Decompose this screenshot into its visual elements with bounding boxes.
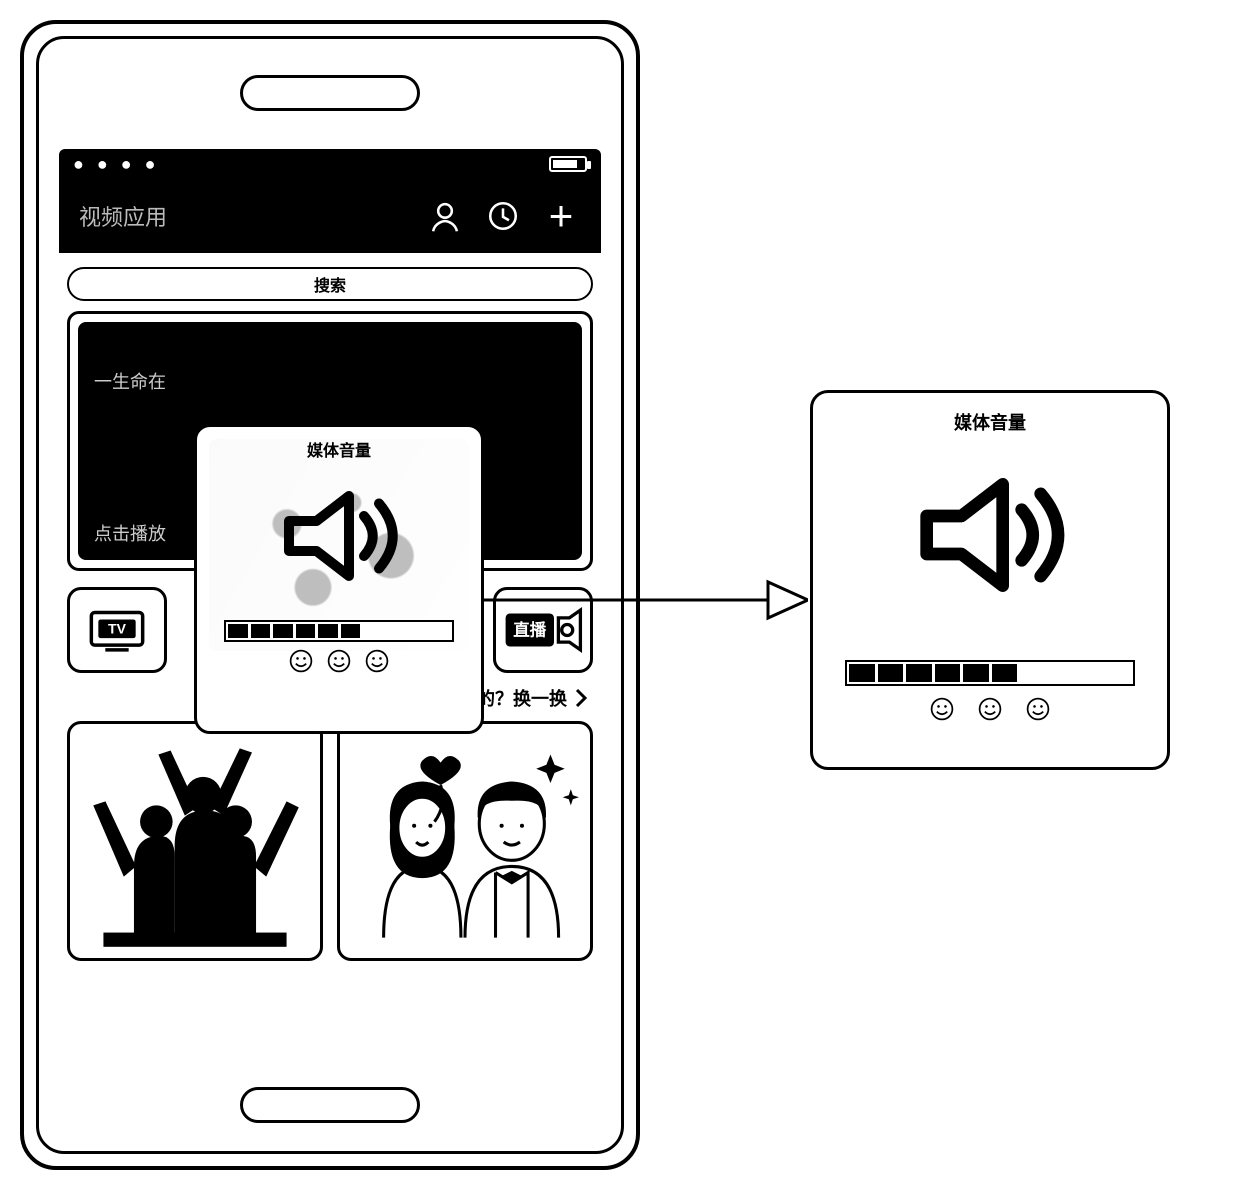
header-actions: + [425, 196, 581, 236]
volume-segment [1020, 664, 1046, 682]
volume-segment [849, 664, 875, 682]
speaker-icon [264, 471, 414, 606]
app-title: 视频应用 [79, 200, 167, 232]
smiley-icon [977, 696, 1003, 727]
phone-earpiece [240, 75, 420, 111]
smiley-icon [326, 648, 352, 679]
battery-icon [549, 156, 587, 172]
smiley-icon [1025, 696, 1051, 727]
clock-icon[interactable] [483, 196, 523, 236]
status-bar: ● ● ● ● [59, 149, 601, 179]
smiley-icon [929, 696, 955, 727]
smiley-icon [364, 648, 390, 679]
volume-segment [251, 624, 271, 638]
volume-segment [1106, 664, 1132, 682]
volume-segment [363, 624, 383, 638]
poster-couple[interactable] [337, 721, 593, 961]
volume-smileys [929, 696, 1051, 727]
featured-line1: 一生命在 [94, 368, 566, 394]
smiley-icon [288, 648, 314, 679]
volume-segment [963, 664, 989, 682]
volume-segment [296, 624, 316, 638]
volume-smileys [288, 648, 390, 679]
content-grid [67, 721, 593, 961]
signal-dots-icon: ● ● ● ● [73, 154, 160, 175]
title-bar: 视频应用 + [59, 179, 601, 253]
volume-segment [992, 664, 1018, 682]
volume-segment [878, 664, 904, 682]
volume-overlay-card: 媒体音量 [194, 424, 484, 734]
volume-segment [431, 624, 451, 638]
volume-segment [935, 664, 961, 682]
volume-segment [408, 624, 428, 638]
speaker-icon [895, 455, 1085, 620]
volume-title: 媒体音量 [307, 437, 371, 461]
volume-segment [1077, 664, 1103, 682]
volume-bar[interactable] [845, 660, 1135, 686]
poster-group[interactable] [67, 721, 323, 961]
callout-arrow [468, 570, 808, 630]
volume-detail-card: 媒体音量 [810, 390, 1170, 770]
chevron-right-icon [573, 686, 589, 710]
volume-title: 媒体音量 [954, 409, 1026, 435]
search-label: 搜索 [314, 272, 346, 296]
featured-line2: 点击播放 [94, 520, 166, 546]
volume-segment [1049, 664, 1075, 682]
volume-segment [341, 624, 361, 638]
volume-segment [273, 624, 293, 638]
volume-segment [228, 624, 248, 638]
phone-home-button[interactable] [240, 1087, 420, 1123]
user-icon[interactable] [425, 196, 465, 236]
volume-bar[interactable] [224, 620, 454, 642]
svg-text:TV: TV [108, 621, 127, 637]
volume-segment [318, 624, 338, 638]
volume-segment [906, 664, 932, 682]
volume-segment [386, 624, 406, 638]
app-header: ● ● ● ● 视频应用 + [59, 149, 601, 253]
category-tv[interactable]: TV [67, 587, 167, 673]
plus-icon[interactable]: + [541, 196, 581, 236]
search-input[interactable]: 搜索 [67, 267, 593, 301]
